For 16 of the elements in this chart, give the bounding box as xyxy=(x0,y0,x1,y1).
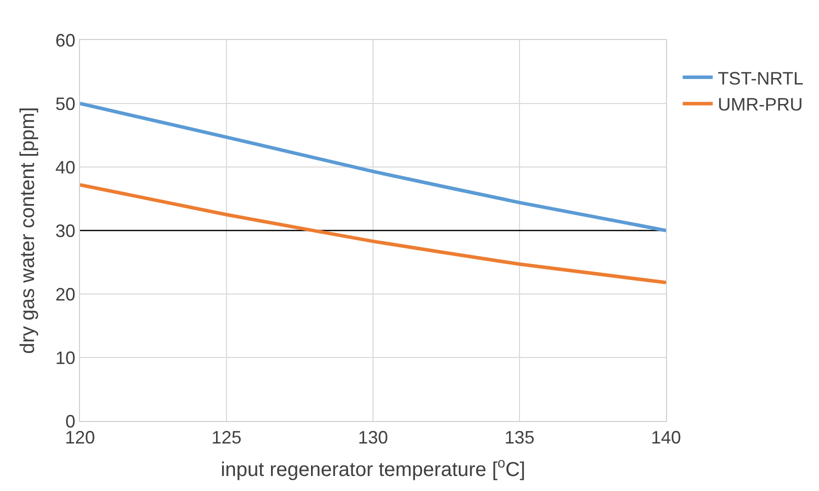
y-tick-label: 20 xyxy=(55,284,76,304)
y-tick-label: 10 xyxy=(55,348,76,368)
legend-label: UMR-PRU xyxy=(718,94,803,115)
x-tick-label: 130 xyxy=(358,428,388,448)
legend-label: TST-NRTL xyxy=(718,68,804,88)
line-series xyxy=(80,102,666,232)
x-axis-title: input regenerator temperature [$^{o}$C] xyxy=(220,454,526,482)
x-tick-label: 140 xyxy=(650,428,682,448)
x-tick-label: 135 xyxy=(504,428,535,448)
y-tick-label: 40 xyxy=(55,157,76,178)
y-tick-label: 30 xyxy=(55,220,76,241)
y-axis-title: dry gas water content [ppm] xyxy=(16,107,39,354)
y-tick-label: 60 xyxy=(55,30,76,50)
y-tick-label: 50 xyxy=(55,94,76,114)
line-series xyxy=(80,183,666,284)
x-tick-label: 125 xyxy=(211,428,242,448)
